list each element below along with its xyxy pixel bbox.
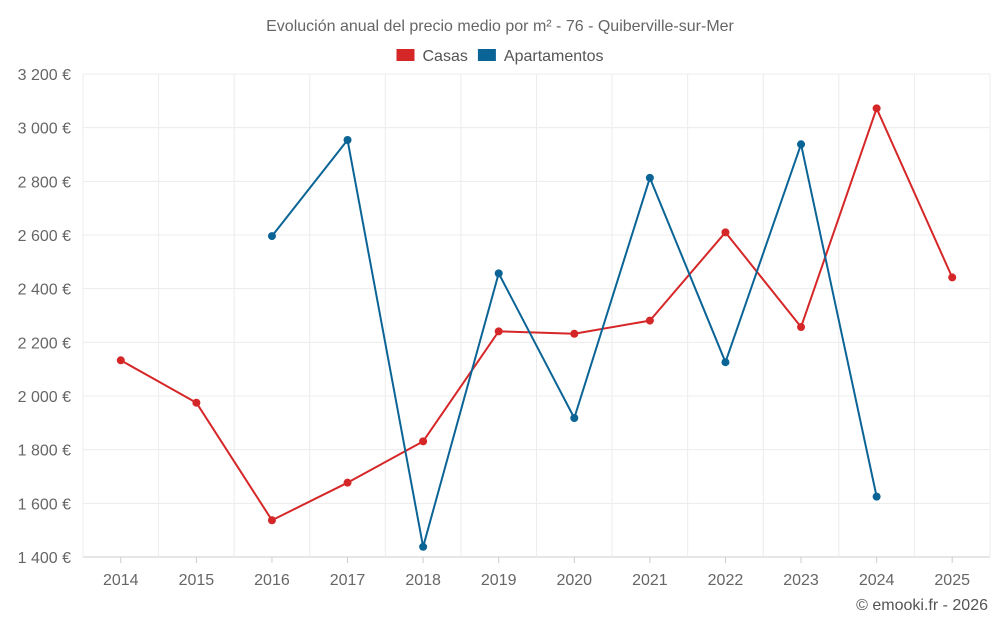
y-tick-label: 2 400 € — [18, 282, 71, 299]
data-point-casas[interactable] — [419, 437, 428, 446]
y-tick-label: 2 600 € — [18, 228, 71, 245]
data-point-apartamentos[interactable] — [267, 232, 276, 241]
x-tick-label: 2021 — [632, 572, 668, 589]
data-point-casas[interactable] — [872, 104, 881, 113]
x-tick-label: 2014 — [103, 572, 139, 589]
legend-item-apartamentos[interactable]: Apartamentos — [477, 48, 604, 65]
data-point-casas[interactable] — [267, 516, 276, 525]
credit-label: © emooki.fr - 2026 — [856, 597, 988, 614]
y-tick-label: 2 000 € — [18, 389, 71, 406]
x-tick-label: 2022 — [708, 572, 744, 589]
data-point-apartamentos[interactable] — [494, 269, 503, 278]
data-point-casas[interactable] — [797, 323, 806, 332]
data-point-apartamentos[interactable] — [419, 542, 428, 551]
data-point-apartamentos[interactable] — [645, 173, 654, 182]
x-tick-label: 2020 — [556, 572, 592, 589]
x-tick-label: 2016 — [254, 572, 290, 589]
legend-swatch — [396, 49, 415, 61]
data-point-apartamentos[interactable] — [570, 414, 579, 423]
data-point-apartamentos[interactable] — [797, 140, 806, 149]
x-tick-label: 2019 — [481, 572, 517, 589]
y-tick-label: 1 600 € — [18, 496, 71, 513]
y-tick-label: 3 200 € — [18, 67, 71, 84]
series-line-apartamentos — [271, 139, 878, 548]
x-tick-label: 2015 — [179, 572, 215, 589]
x-tick-label: 2023 — [783, 572, 819, 589]
x-tick-label: 2024 — [859, 572, 895, 589]
x-axis-ticks: 2014 2015 2016 2017 2018 2019 2020 2021 2022 2023… — [103, 557, 970, 589]
data-point-casas[interactable] — [721, 228, 730, 237]
y-tick-label: 3 000 € — [18, 121, 71, 138]
data-point-casas[interactable] — [343, 478, 352, 487]
y-tick-label: 1 400 € — [18, 550, 71, 567]
data-point-casas[interactable] — [116, 356, 125, 365]
y-tick-label: 2 200 € — [18, 335, 71, 352]
series-apartamentos — [267, 136, 881, 551]
legend-item-casas[interactable]: Casas — [396, 48, 468, 65]
series-casas — [116, 104, 957, 525]
x-tick-label: 2025 — [934, 572, 970, 589]
data-point-casas[interactable] — [570, 329, 579, 338]
legend-label: Apartamentos — [504, 48, 604, 65]
data-point-casas[interactable] — [948, 273, 957, 282]
grid — [82, 73, 991, 558]
data-point-casas[interactable] — [192, 398, 201, 407]
data-point-apartamentos[interactable] — [872, 492, 881, 501]
x-tick-label: 2018 — [405, 572, 441, 589]
series-line-casas — [120, 107, 954, 522]
y-tick-label: 2 800 € — [18, 174, 71, 191]
y-tick-label: 1 800 € — [18, 443, 71, 460]
data-point-apartamentos[interactable] — [721, 358, 730, 367]
chart-title: Evolución anual del precio medio por m² … — [266, 18, 734, 35]
data-point-casas[interactable] — [645, 316, 654, 325]
legend-swatch — [477, 49, 496, 61]
data-point-apartamentos[interactable] — [343, 136, 352, 145]
legend-label: Casas — [423, 48, 468, 65]
x-tick-label: 2017 — [330, 572, 366, 589]
series-layer — [116, 104, 957, 551]
legend: Casas Apartamentos — [396, 48, 604, 65]
y-axis-ticks: 1 400 € 1 600 € 1 800 € 2 000 € 2 200 € 2 400… — [18, 67, 71, 567]
data-point-casas[interactable] — [494, 327, 503, 336]
